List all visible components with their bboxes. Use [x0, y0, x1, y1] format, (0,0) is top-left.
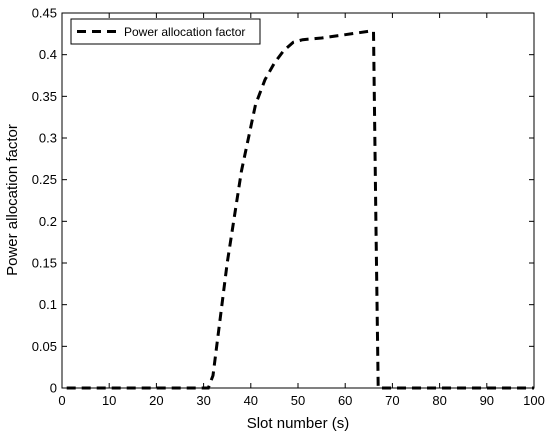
x-tick-label: 10 [102, 393, 116, 408]
y-tick-label: 0 [50, 381, 57, 396]
axis-ticks: 0 10 20 30 40 50 60 70 80 90 100 0 0.05 0.1 0.15 0.2 0.2… [32, 6, 545, 409]
x-tick-label: 90 [480, 393, 494, 408]
x-tick-label: 20 [149, 393, 163, 408]
y-tick-label: 0.4 [39, 47, 57, 62]
y-axis-label: Power allocation factor [4, 124, 21, 276]
plot-area [62, 13, 534, 388]
y-tick-label: 0.45 [32, 6, 57, 21]
x-tick-label: 60 [338, 393, 352, 408]
x-tick-label: 100 [523, 393, 545, 408]
legend-label: Power allocation factor [124, 25, 245, 39]
y-tick-label: 0.2 [39, 214, 57, 229]
y-tick-label: 0.15 [32, 256, 57, 271]
y-tick-label: 0.3 [39, 131, 57, 146]
y-tick-label: 0.25 [32, 172, 57, 187]
x-tick-label: 80 [432, 393, 446, 408]
y-tick-label: 0.05 [32, 339, 57, 354]
legend-box [70, 18, 261, 45]
y-tick-label: 0.35 [32, 89, 57, 104]
legend: Power allocation factor [70, 18, 261, 45]
x-tick-label: 50 [291, 393, 305, 408]
x-tick-label: 40 [244, 393, 258, 408]
x-tick-label: 30 [196, 393, 210, 408]
x-axis-label: Slot number (s) [247, 415, 350, 432]
x-tick-label: 0 [58, 393, 65, 408]
x-tick-label: 70 [385, 393, 399, 408]
y-tick-label: 0.1 [39, 297, 57, 312]
